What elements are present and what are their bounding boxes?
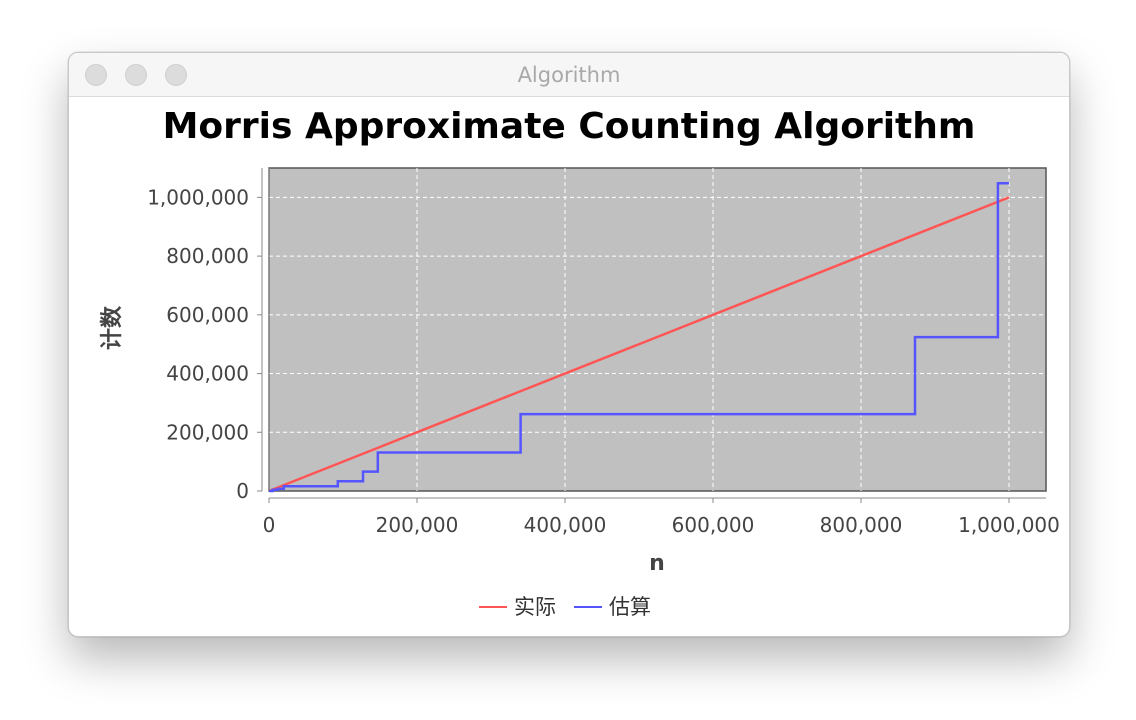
axes	[261, 168, 1046, 499]
x-tick-label: 0	[263, 513, 276, 537]
legend-label: 实际	[514, 595, 556, 619]
x-tick-label: 200,000	[376, 513, 459, 537]
y-tick-label: 1,000,000	[147, 185, 249, 209]
minimize-button[interactable]	[125, 64, 147, 86]
series-line	[268, 196, 1010, 493]
y-tick-label: 600,000	[166, 303, 249, 327]
line-chart: Morris Approximate Counting Algorithm 0 2…	[99, 106, 1060, 619]
title-bar[interactable]: Algorithm	[69, 53, 1069, 97]
y-tick-label: 200,000	[166, 420, 249, 444]
x-axis-label: n	[649, 551, 665, 576]
chart-title: Morris Approximate Counting Algorithm	[163, 106, 976, 147]
app-window: Algorithm Morris Approximate Counting Al…	[68, 52, 1070, 637]
y-tick-label: 400,000	[166, 362, 249, 386]
series-line	[269, 182, 1009, 493]
x-tick-label: 600,000	[672, 513, 755, 537]
series-lines	[268, 182, 1010, 493]
x-tick-label: 400,000	[524, 513, 607, 537]
y-axis-label: 计数	[99, 305, 125, 350]
x-tick-label: 800,000	[820, 513, 903, 537]
y-tick-label: 800,000	[166, 244, 249, 268]
legend: 实际 估算	[479, 595, 651, 619]
y-tick-label: 0	[236, 479, 249, 503]
legend-label: 估算	[609, 595, 651, 619]
window-title: Algorithm	[517, 63, 621, 87]
tick-labels: 0 200,000 400,000 600,000 800,000 1,000,000 0 2…	[147, 185, 1060, 537]
gridlines	[269, 168, 1046, 491]
close-button[interactable]	[85, 64, 107, 86]
x-tick-label: 1,000,000	[958, 513, 1060, 537]
plot-area	[268, 167, 1047, 492]
zoom-button[interactable]	[165, 64, 187, 86]
